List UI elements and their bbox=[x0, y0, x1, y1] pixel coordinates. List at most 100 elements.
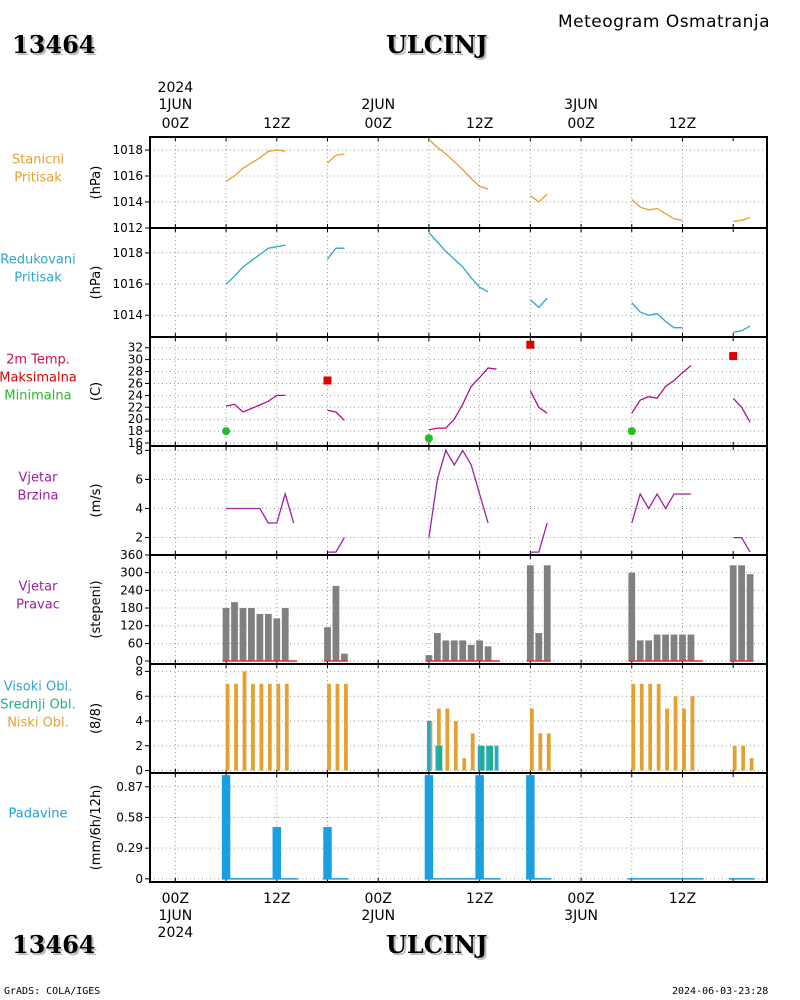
y-axis-label: (hPa) bbox=[89, 266, 104, 300]
data-bar bbox=[459, 640, 467, 662]
cloud-bar bbox=[480, 745, 485, 771]
series-line bbox=[530, 522, 548, 553]
panel-label: Pritisak bbox=[14, 271, 62, 286]
panel-label: Stanicni bbox=[12, 153, 64, 168]
panel-label: Brzina bbox=[18, 489, 59, 504]
data-bar bbox=[264, 613, 272, 662]
y-tick-label: 60 bbox=[128, 636, 143, 650]
panel-label: Vjetar bbox=[19, 580, 59, 595]
data-bar bbox=[450, 640, 458, 662]
y-tick-label: 4 bbox=[135, 714, 143, 728]
data-bar bbox=[670, 634, 678, 662]
panel-label: Minimalna bbox=[4, 389, 71, 404]
panel-content bbox=[225, 232, 751, 333]
min-temp-marker bbox=[424, 434, 433, 443]
series-line bbox=[733, 325, 751, 333]
data-bar bbox=[222, 608, 230, 662]
y-tick-label: 26 bbox=[128, 376, 143, 390]
cloud-bar bbox=[234, 683, 238, 771]
y-tick-label: 1018 bbox=[112, 143, 143, 157]
y-tick-label: 0 bbox=[135, 764, 143, 778]
cloud-bar bbox=[251, 683, 255, 771]
cloud-bar bbox=[486, 745, 490, 771]
y-tick-label: 30 bbox=[128, 353, 143, 367]
hour-label-top: 12Z bbox=[466, 116, 493, 132]
data-bar bbox=[738, 565, 746, 662]
cloud-bar bbox=[665, 708, 669, 771]
cloud-bar bbox=[741, 745, 746, 771]
data-bar bbox=[679, 634, 686, 662]
data-bar bbox=[729, 565, 737, 662]
panel-label: Srednji Obl. bbox=[0, 698, 75, 713]
series-line bbox=[631, 492, 691, 524]
data-bar bbox=[526, 565, 534, 662]
panel-7 bbox=[145, 772, 768, 883]
series-line bbox=[226, 491, 295, 524]
data-bar bbox=[248, 608, 255, 662]
station-name-bottom: ULCINJ bbox=[386, 930, 488, 959]
data-bar bbox=[281, 608, 289, 662]
cloud-bar bbox=[453, 720, 458, 771]
data-bar bbox=[442, 640, 450, 662]
series-line bbox=[428, 448, 489, 538]
y-tick-label: 1014 bbox=[112, 195, 143, 209]
series-line bbox=[428, 367, 497, 431]
y-tick-label: 18 bbox=[128, 424, 143, 438]
year-label-top: 2024 bbox=[158, 80, 194, 96]
data-bar bbox=[645, 640, 653, 662]
cloud-bar bbox=[436, 708, 441, 771]
cloud-bar bbox=[749, 758, 754, 771]
panel-border bbox=[149, 772, 768, 883]
cloud-bar bbox=[276, 683, 281, 771]
series-line bbox=[225, 394, 286, 413]
data-bar bbox=[273, 618, 281, 662]
cloud-bar bbox=[656, 683, 661, 771]
y-tick-label: 1016 bbox=[112, 169, 143, 183]
series-line bbox=[529, 390, 548, 414]
cloud-bar bbox=[335, 683, 340, 771]
data-bar bbox=[687, 634, 695, 662]
y-tick-label: 300 bbox=[120, 566, 143, 580]
cloud-bar bbox=[438, 745, 443, 771]
panel-content bbox=[222, 340, 751, 443]
cloud-bar bbox=[344, 683, 348, 771]
data-bar bbox=[484, 646, 492, 662]
cloud-bar bbox=[435, 745, 440, 771]
panel-1 bbox=[145, 136, 768, 229]
series-line bbox=[326, 247, 345, 260]
panel-5 bbox=[145, 554, 768, 665]
data-bar bbox=[221, 775, 231, 879]
y-axis-label: (8/8) bbox=[89, 703, 104, 734]
y-tick-label: 16 bbox=[128, 436, 143, 450]
data-bar bbox=[433, 633, 441, 662]
data-bar bbox=[256, 613, 264, 662]
panel-2 bbox=[145, 227, 768, 338]
y-tick-label: 0 bbox=[135, 654, 143, 668]
data-bar bbox=[476, 640, 484, 662]
cloud-bar bbox=[470, 733, 475, 771]
cloud-bar bbox=[489, 745, 494, 771]
data-bar bbox=[526, 775, 535, 879]
panel-content bbox=[226, 448, 751, 553]
cloud-bar bbox=[445, 708, 450, 771]
series-line bbox=[631, 198, 683, 221]
cloud-bar bbox=[648, 683, 653, 771]
hour-label-top: 00Z bbox=[162, 116, 189, 132]
y-tick-label: 22 bbox=[128, 400, 143, 414]
panel-label: Visoki Obl. bbox=[4, 680, 72, 695]
panel-3 bbox=[145, 336, 768, 447]
max-temp-marker bbox=[729, 352, 738, 361]
panel-label: Niski Obl. bbox=[7, 716, 69, 731]
hour-label-bottom: 00Z bbox=[567, 891, 594, 907]
cloud-bar bbox=[690, 696, 695, 771]
panel-label: Padavine bbox=[9, 807, 68, 822]
hour-label-bottom: 00Z bbox=[365, 891, 392, 907]
day-label-top: 1JUN bbox=[158, 97, 192, 113]
cloud-bar bbox=[673, 696, 678, 771]
y-tick-label: 8 bbox=[135, 443, 143, 457]
panel-label: Pritisak bbox=[14, 171, 62, 186]
hour-label-top: 12Z bbox=[669, 116, 696, 132]
day-label-bottom: 3JUN bbox=[564, 908, 598, 924]
day-label-top: 2JUN bbox=[361, 97, 395, 113]
